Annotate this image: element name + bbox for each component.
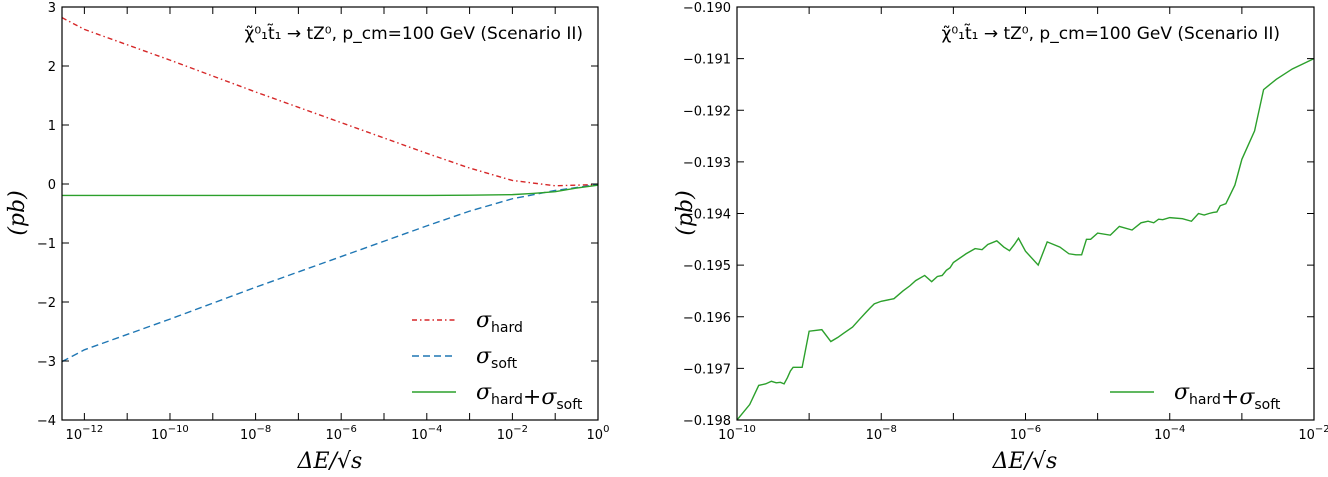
- y-tick-label: −0.194: [683, 208, 731, 223]
- x-tick-label: 10−10: [718, 424, 756, 443]
- legend-label: σhard+σsoft: [476, 380, 583, 413]
- x-tick-label: 10−6: [326, 424, 357, 443]
- right-y-axis-label: (pb): [673, 190, 698, 235]
- x-tick-label: 10−4: [411, 424, 442, 443]
- y-tick-label: −0.190: [683, 1, 731, 16]
- x-tick-label: 10−8: [866, 424, 897, 443]
- y-tick-label: −1: [37, 237, 56, 252]
- legend-label: σhard+σsoft: [1174, 380, 1281, 413]
- x-tick-label: 10−6: [1010, 424, 1041, 443]
- series-line-0: [737, 57, 1314, 420]
- y-tick-label: −4: [37, 414, 56, 429]
- left-plot-area: [62, 17, 598, 363]
- legend-label: σhard: [476, 308, 523, 336]
- x-tick-label: 10−2: [497, 424, 528, 443]
- right-chart-panel: 10−10 10−8 10−6 10−4 10−2 −0.198 −0.197 −0.196…: [673, 1, 1328, 474]
- series-line-2: [62, 184, 598, 197]
- y-tick-label: −0.191: [683, 53, 731, 68]
- left-chart-panel: 10−12 10−10 10−8 10−6 10−4 10−2 100 −4−3−2−101…: [5, 1, 609, 474]
- x-tick-label: 100: [587, 424, 610, 443]
- y-tick-label: −0.198: [683, 414, 731, 429]
- right-annotation: χ̃⁰₁t̃₁ → tZ⁰, p_cm=100 GeV (Scenario II…: [942, 23, 1280, 44]
- y-tick-label: −0.197: [683, 362, 731, 377]
- x-tick-label: 10−10: [151, 424, 189, 443]
- left-x-axis-label: ΔE/√s: [297, 449, 363, 474]
- y-tick-label: −3: [37, 355, 56, 370]
- y-tick-label: −0.193: [683, 156, 731, 171]
- left-y-ticks: −4 −3 −2 −1 0 1 2 3: [37, 1, 598, 429]
- right-legend: σhard+σsoft: [1110, 380, 1281, 413]
- series-line-0: [62, 17, 598, 187]
- right-y-ticks: −0.198 −0.197 −0.196 −0.195 −0.194 −0.193 −0.1…: [683, 1, 1314, 429]
- y-tick-label: 0: [48, 178, 56, 193]
- y-tick-label: −0.195: [683, 259, 731, 274]
- y-tick-label: −0.192: [683, 104, 731, 119]
- right-plot-area: [737, 57, 1314, 420]
- x-tick-label: 10−2: [1298, 424, 1328, 443]
- y-tick-label: −2: [37, 296, 56, 311]
- left-plot-frame: [61, 6, 599, 421]
- left-y-axis-label: (pb): [5, 190, 30, 235]
- left-legend: σhard σsoft σhard+σsoft: [412, 308, 583, 413]
- x-tick-label: 10−12: [66, 424, 104, 443]
- y-tick-label: 1: [48, 119, 56, 134]
- left-x-ticks: 10−12 10−10 10−8 10−6 10−4 10−2 100: [66, 7, 610, 443]
- left-annotation: χ̃⁰₁t̃₁ → tZ⁰, p_cm=100 GeV (Scenario II…: [245, 23, 583, 44]
- x-tick-label: 10−4: [1154, 424, 1185, 443]
- right-x-axis-label: ΔE/√s: [992, 449, 1058, 474]
- series-line-1: [62, 183, 598, 363]
- right-plot-frame: [736, 6, 1315, 421]
- x-tick-label: 10−8: [240, 424, 271, 443]
- y-tick-label: 3: [48, 1, 56, 16]
- y-tick-label: −0.196: [683, 311, 731, 326]
- right-x-ticks: 10−10 10−8 10−6 10−4 10−2: [718, 7, 1328, 443]
- legend-label: σsoft: [476, 344, 518, 372]
- y-tick-label: 2: [48, 60, 56, 75]
